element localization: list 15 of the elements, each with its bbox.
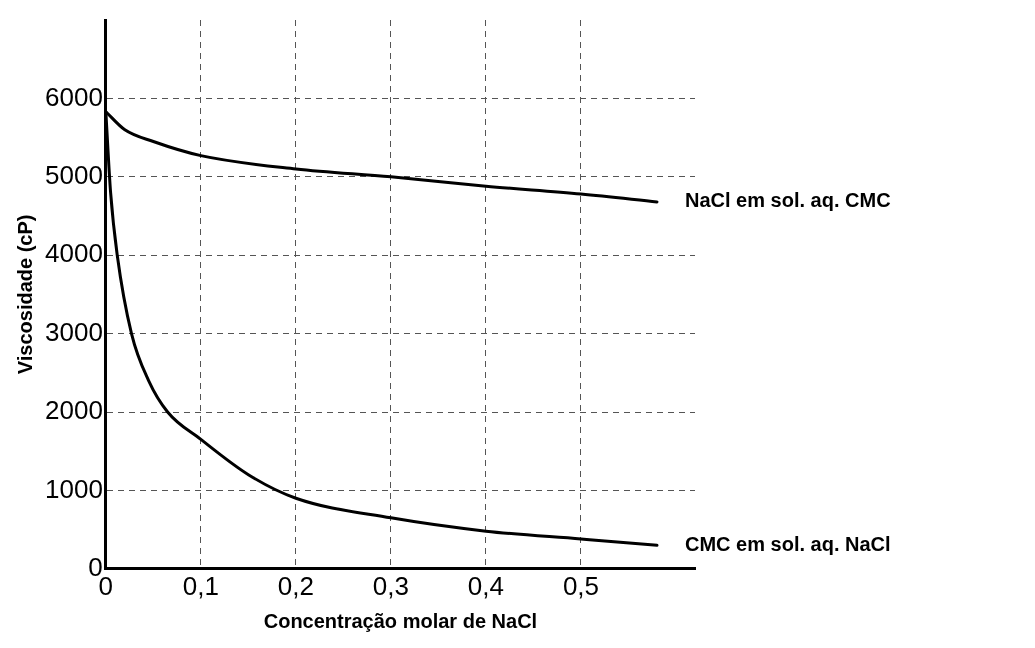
y-tick-label: 1000 — [45, 473, 103, 504]
y-axis-title: Viscosidade (cP) — [13, 214, 36, 375]
y-tick-label: 6000 — [45, 81, 103, 112]
x-tick-label: 0,3 — [372, 570, 409, 601]
x-tick-label: 0,1 — [182, 570, 219, 601]
y-tick-label: 3000 — [45, 316, 103, 347]
x-axis-title: Concentração molar de NaCl — [263, 609, 538, 632]
y-tick-label: 5000 — [45, 159, 103, 190]
x-tick-label: 0,5 — [562, 570, 600, 601]
y-tick-label: 2000 — [45, 395, 103, 426]
y-tick-label: 4000 — [45, 238, 103, 269]
series-label: CMC em sol. aq. NaCl — [684, 532, 891, 555]
x-tick-label: 0,4 — [467, 570, 505, 601]
series-label: NaCl em sol. aq. CMC — [684, 189, 891, 212]
x-tick-label: 0,2 — [277, 570, 314, 601]
